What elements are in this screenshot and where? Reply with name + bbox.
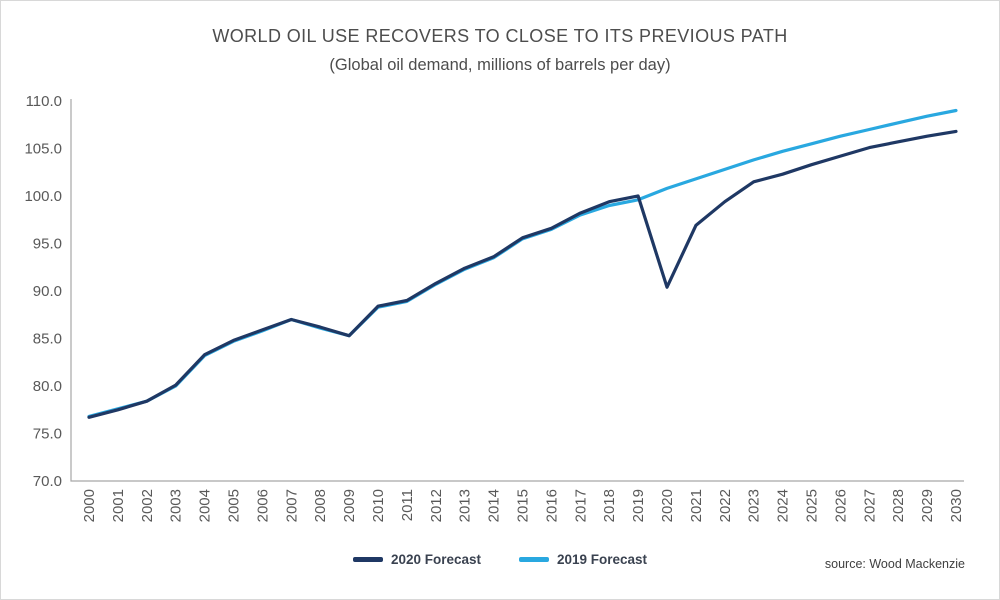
y-tick-label: 85.0 <box>33 331 62 348</box>
x-tick-label: 2015 <box>515 489 532 522</box>
legend-swatch-2019-forecast <box>519 557 549 562</box>
x-tick-label: 2002 <box>139 489 156 522</box>
axes <box>70 99 964 482</box>
x-tick-label: 2026 <box>832 489 849 522</box>
legend-item-2020-forecast: 2020 Forecast <box>352 552 481 567</box>
legend-label-2020-forecast: 2020 Forecast <box>390 552 481 567</box>
legend-label-2019-forecast: 2019 Forecast <box>557 552 648 567</box>
y-tick-label: 95.0 <box>33 236 62 253</box>
x-tick-label: 2001 <box>110 489 127 522</box>
y-tick-label: 100.0 <box>24 188 62 205</box>
x-tick-label: 2013 <box>457 489 474 522</box>
x-tick-label: 2003 <box>168 489 185 522</box>
x-tick-label: 2005 <box>226 489 243 522</box>
x-tick-label: 2029 <box>919 489 936 522</box>
y-tick-label: 90.0 <box>33 283 62 300</box>
x-tick-label: 2025 <box>804 489 821 522</box>
y-tick-label: 80.0 <box>33 378 62 395</box>
chart-subtitle: (Global oil demand, millions of barrels … <box>329 56 671 74</box>
y-tick-label: 110.0 <box>26 93 62 110</box>
chart-legend: 2020 Forecast 2019 Forecast <box>1 552 999 567</box>
x-tick-label: 2012 <box>428 489 445 522</box>
x-tick-label: 2017 <box>572 489 589 522</box>
legend-item-2019-forecast: 2019 Forecast <box>519 552 647 567</box>
x-tick-label: 2010 <box>370 489 387 522</box>
source-note: source: Wood Mackenzie <box>824 557 965 571</box>
x-tick-label: 2022 <box>717 489 734 522</box>
x-tick-label: 2009 <box>341 489 358 522</box>
x-tick-label: 2004 <box>197 489 214 522</box>
x-tick-label: 2006 <box>254 489 271 522</box>
x-tick-label: 2024 <box>775 489 792 522</box>
x-tick-label: 2030 <box>948 489 965 522</box>
y-tick-label: 75.0 <box>33 426 62 443</box>
line-chart: 70.0 75.0 80.0 85.0 90.0 95.0 100.0 105.0 110.0 2… <box>24 93 965 522</box>
series-line-2020-forecast <box>87 129 958 419</box>
x-tick-label: 2000 <box>81 489 98 522</box>
x-tick-label: 2011 <box>399 489 416 521</box>
x-tick-label: 2023 <box>746 489 763 522</box>
chart-title: WORLD OIL USE RECOVERS TO CLOSE TO ITS P… <box>212 26 788 46</box>
x-tick-label: 2028 <box>890 489 907 522</box>
y-tick-label: 105.0 <box>24 141 62 158</box>
y-tick-label: 70.0 <box>33 473 62 490</box>
x-tick-label: 2027 <box>861 489 878 522</box>
series-line-2019-forecast <box>87 108 958 418</box>
x-tick-label: 2014 <box>486 489 503 522</box>
x-tick-label: 2018 <box>601 489 618 522</box>
x-tick-label: 2021 <box>688 489 705 522</box>
x-tick-label: 2016 <box>543 489 560 522</box>
legend-swatch-2020-forecast <box>352 557 383 562</box>
x-tick-label: 2019 <box>630 489 647 522</box>
x-tick-label: 2008 <box>312 489 329 522</box>
x-tick-label: 2020 <box>659 489 676 522</box>
x-tick-label: 2007 <box>283 489 300 522</box>
